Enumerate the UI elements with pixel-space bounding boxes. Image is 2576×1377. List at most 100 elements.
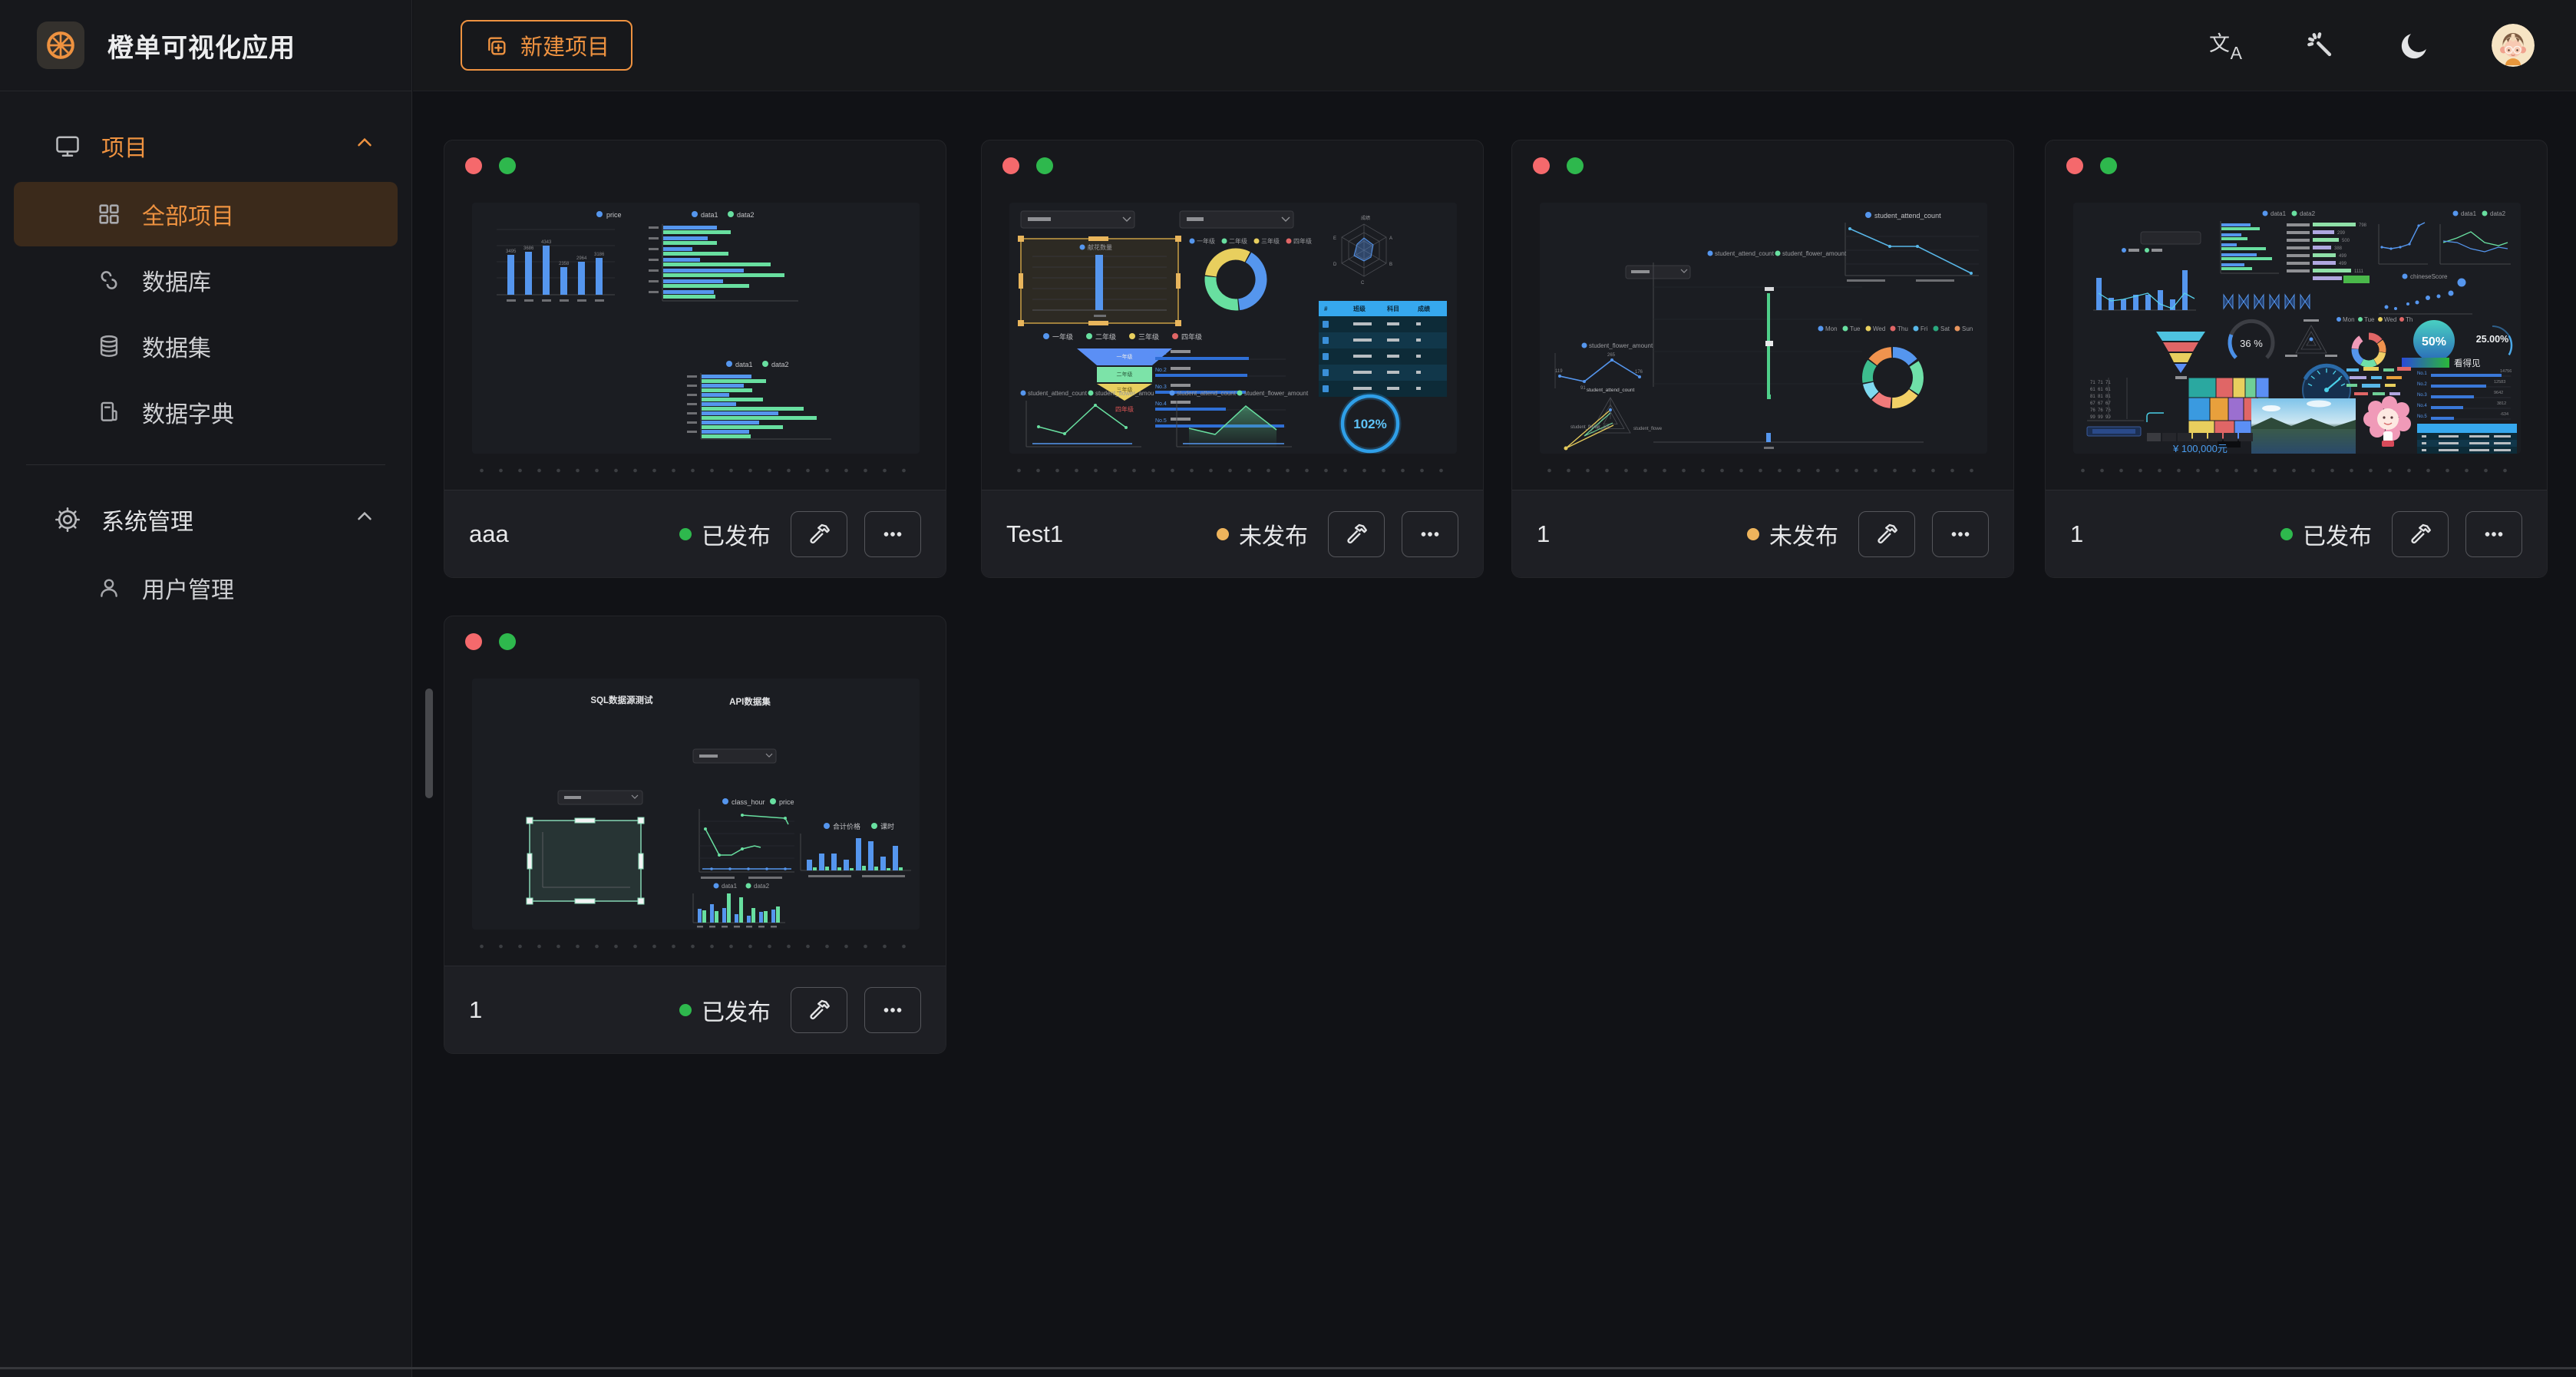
svg-text:一年级: 一年级 [1052,332,1073,341]
tall-bar-chart: student_attend_count student_flower_amou… [1653,250,1924,449]
red-dot-icon [465,633,482,650]
horizontal-bar-chart: data1 data2 [649,211,798,302]
sidebar-item-dataset[interactable]: 数据集 [14,314,398,378]
svg-text:student_attend_count: student_attend_count [1874,212,1941,220]
project-thumbnail[interactable]: price 3495 3686 4343 [472,203,920,454]
funnel-chart: 一年级 二年级 三年级 四年级 [1077,348,1172,413]
section-title-api: API数据集 [729,696,771,707]
edit-hammer-button[interactable] [791,986,847,1033]
more-options-button[interactable] [864,986,921,1033]
grid-icon [96,201,122,227]
svg-text:data1: data1 [2271,210,2287,217]
svg-text:12583: 12583 [2494,380,2505,385]
traffic-dots [465,633,516,650]
more-options-button[interactable] [1932,510,1989,557]
card-footer: 1 已发布 [444,966,946,1053]
svg-text:data2: data2 [2300,210,2316,217]
svg-text:二年级: 二年级 [1117,371,1133,378]
svg-text:265: 265 [1607,353,1616,358]
canvas-dot-grid [2073,468,2521,473]
svg-text:看得见: 看得见 [2454,358,2481,368]
green-dot-icon [499,157,516,174]
sidebar-divider [26,464,385,465]
svg-text:No.2: No.2 [2417,382,2427,387]
traffic-dots [2066,157,2117,174]
bar-chart: price 3495 3686 4343 [497,211,622,302]
canvas-dot-grid [1009,468,1457,473]
sidebar-item-database[interactable]: 数据库 [14,248,398,312]
edit-hammer-button[interactable] [791,510,847,557]
status-badge: 未发布 [1217,517,1308,551]
dashboard-preview: 献花数量 一年级 二年级 三年级 [1018,210,1447,454]
sidebar-nav: 项目 全部项目 [0,91,411,620]
svg-text:四年级: 四年级 [1115,405,1134,413]
dictionary-icon [96,399,122,425]
svg-text:科目: 科目 [1387,305,1399,312]
svg-text:student_flowe: student_flowe [1633,427,1663,431]
vertical-scrollbar-thumb[interactable] [425,688,433,798]
svg-text:No.1: No.1 [1155,351,1167,356]
project-thumbnail[interactable]: student_attend_count [1540,203,1987,454]
svg-text:3495: 3495 [506,249,517,254]
project-thumbnail[interactable]: data1 data2 data1 data2 [2073,203,2521,454]
percentage-circle: 50% [2413,320,2455,362]
line-chart: student_flower_amount 119 91 265 176 [1554,342,1653,391]
canvas-dot-grid [472,468,920,473]
svg-text:-634: -634 [2500,412,2508,417]
sidebar-item-dictionary[interactable]: 数据字典 [14,380,398,444]
svg-text:81 81 81: 81 81 81 [2090,395,2111,399]
svg-text:No.5: No.5 [2417,414,2427,419]
sidebar-section-system[interactable]: 系统管理 [0,485,411,554]
data-table [2417,424,2517,454]
svg-text:3186: 3186 [594,253,605,257]
svg-text:No.1: No.1 [2417,371,2427,376]
sidebar-section-projects[interactable]: 项目 [0,111,411,180]
svg-text:Sat: Sat [1940,325,1950,332]
progress-bar-list: No.1 No.2 No.3 No.4 No.5 14756 12583 9642 381… [2417,369,2512,420]
add-project-icon [484,33,508,58]
svg-text:Mon: Mon [2343,316,2355,323]
svg-text:献花数量: 献花数量 [1088,243,1112,251]
sidebar-section-label: 项目 [101,136,147,161]
more-options-button[interactable] [864,510,921,557]
project-thumbnail[interactable]: SQL数据源测试 API数据集 [472,679,920,930]
svg-text:二年级: 二年级 [1095,332,1116,341]
svg-text:data1: data1 [735,361,753,368]
bar-chart: 合计价格 课时 [800,822,911,877]
sidebar: 橙单可视化应用 项目 [0,0,412,1377]
green-dot-icon [1567,157,1584,174]
card-footer: Test1 未发布 [982,490,1483,577]
candlestick-row [2223,293,2310,310]
magic-wand-icon[interactable] [2303,28,2338,63]
status-dot [2280,527,2293,540]
edit-hammer-button[interactable] [1858,510,1915,557]
dropdown-select [2140,231,2201,245]
edit-hammer-button[interactable] [1328,510,1385,557]
new-project-label: 新建项目 [520,35,610,60]
percentage-ring: 25.00% [2472,325,2513,366]
red-dot-icon [1533,157,1550,174]
dark-mode-moon-icon[interactable] [2397,28,2432,63]
sidebar-item-all-projects[interactable]: 全部项目 [14,182,398,246]
bottom-scrollbar-track[interactable] [0,1367,2576,1369]
more-options-button[interactable] [2465,510,2522,557]
user-avatar[interactable] [2492,24,2535,67]
svg-text:No.5: No.5 [1155,418,1167,424]
project-title: 1 [469,996,483,1023]
landscape-photo [2251,398,2356,454]
new-project-button[interactable]: 新建项目 [461,20,633,71]
svg-text:500: 500 [2342,239,2350,243]
svg-text:三年级: 三年级 [1261,237,1280,245]
traffic-dots [465,157,516,174]
svg-text:三年级: 三年级 [1138,332,1159,341]
project-thumbnail[interactable]: 献花数量 一年级 二年级 三年级 [1009,203,1457,454]
more-options-button[interactable] [1402,510,1458,557]
sidebar-item-label: 数据库 [142,270,211,296]
selected-bar-widget: 献花数量 [1018,236,1181,326]
svg-text:A: A [1389,236,1392,241]
sidebar-item-user-management[interactable]: 用户管理 [14,556,398,620]
sidebar-item-label: 全部项目 [142,204,234,230]
edit-hammer-button[interactable] [2392,510,2449,557]
svg-text:36 %: 36 % [2240,338,2263,349]
